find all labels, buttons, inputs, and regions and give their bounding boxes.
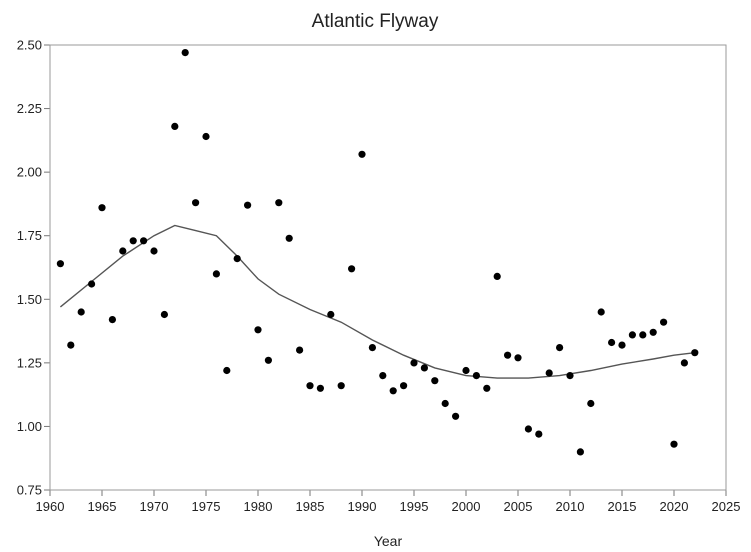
data-point — [410, 359, 418, 367]
data-point — [108, 316, 116, 324]
data-point — [462, 366, 470, 375]
data-point — [212, 270, 220, 278]
data-point — [597, 308, 605, 316]
data-point — [56, 260, 64, 268]
data-point — [524, 425, 533, 433]
data-point — [472, 372, 480, 380]
x-axis-title: Year — [374, 533, 403, 549]
data-point — [556, 344, 564, 352]
data-point — [649, 328, 657, 336]
data-point — [264, 356, 272, 364]
data-point — [368, 344, 376, 352]
trend-layer — [59, 224, 695, 379]
data-point — [337, 382, 345, 390]
data-point — [483, 384, 491, 392]
y-tick-label: 1.50 — [17, 292, 42, 307]
data-point — [150, 247, 158, 255]
data-point — [254, 326, 262, 334]
data-point — [660, 318, 668, 326]
x-axis: 1960 1965 1970 1975 1980 1985 1990 1995 2000 2005… — [36, 490, 741, 514]
data-point — [316, 384, 324, 392]
x-tick-label: 1985 — [296, 499, 325, 514]
y-tick-label: 2.50 — [17, 38, 42, 53]
data-point — [639, 331, 647, 339]
x-tick-label: 2015 — [608, 499, 637, 514]
data-point — [285, 234, 293, 242]
x-tick-label: 1980 — [244, 499, 273, 514]
data-point — [514, 354, 522, 362]
data-point — [566, 372, 574, 380]
chart-title: Atlantic Flyway — [312, 11, 439, 32]
data-point — [171, 122, 179, 130]
data-point — [160, 310, 168, 319]
data-point — [233, 255, 241, 263]
x-tick-label: 2000 — [452, 499, 481, 514]
data-point — [441, 399, 449, 408]
data-point — [119, 247, 127, 255]
y-tick-label: 1.00 — [17, 419, 42, 434]
data-point — [192, 199, 200, 207]
y-tick-label: 2.25 — [17, 101, 42, 116]
data-point — [140, 237, 148, 245]
x-tick-label: 2005 — [504, 499, 533, 514]
data-point — [420, 364, 428, 372]
x-tick-label: 1965 — [88, 499, 117, 514]
y-axis: 0.75 1.00 1.25 1.50 1.75 2.00 2.25 2.50 — [17, 38, 50, 498]
data-point — [545, 369, 553, 377]
data-point — [670, 440, 678, 448]
data-point — [431, 377, 439, 385]
x-tick-label: 1975 — [192, 499, 221, 514]
data-point — [535, 430, 543, 438]
data-point — [618, 341, 626, 349]
data-point — [452, 412, 460, 420]
data-point — [400, 382, 408, 390]
x-tick-label: 1995 — [400, 499, 429, 514]
data-point — [244, 201, 252, 209]
x-tick-label: 1960 — [36, 499, 65, 514]
data-point — [348, 265, 356, 273]
data-point — [202, 132, 210, 141]
x-tick-label: 2025 — [712, 499, 741, 514]
data-point — [98, 204, 106, 212]
x-tick-label: 2020 — [660, 499, 689, 514]
data-point — [129, 237, 137, 245]
data-point — [680, 359, 689, 367]
data-point — [275, 199, 283, 207]
y-tick-label: 0.75 — [17, 483, 42, 498]
y-tick-label: 1.75 — [17, 228, 42, 243]
points-layer — [56, 49, 699, 456]
data-point — [77, 308, 85, 316]
data-point — [358, 150, 366, 158]
data-point — [576, 448, 585, 456]
x-tick-label: 1970 — [140, 499, 169, 514]
data-point — [67, 341, 75, 349]
data-point — [327, 310, 335, 319]
data-point — [691, 349, 699, 357]
data-point — [296, 346, 304, 354]
x-tick-label: 1990 — [348, 499, 377, 514]
data-point — [306, 382, 314, 390]
data-point — [223, 366, 231, 375]
data-point — [628, 331, 637, 339]
data-point — [504, 351, 512, 359]
data-point — [88, 280, 96, 288]
trend-line — [59, 224, 695, 379]
data-point — [389, 387, 397, 395]
y-tick-label: 2.00 — [17, 165, 42, 180]
y-tick-label: 1.25 — [17, 355, 42, 370]
plot-frame — [49, 44, 727, 491]
data-point — [493, 272, 501, 280]
x-tick-label: 2010 — [556, 499, 585, 514]
data-point — [181, 49, 189, 57]
data-point — [379, 372, 387, 380]
data-point — [587, 399, 595, 408]
data-point — [608, 338, 616, 347]
